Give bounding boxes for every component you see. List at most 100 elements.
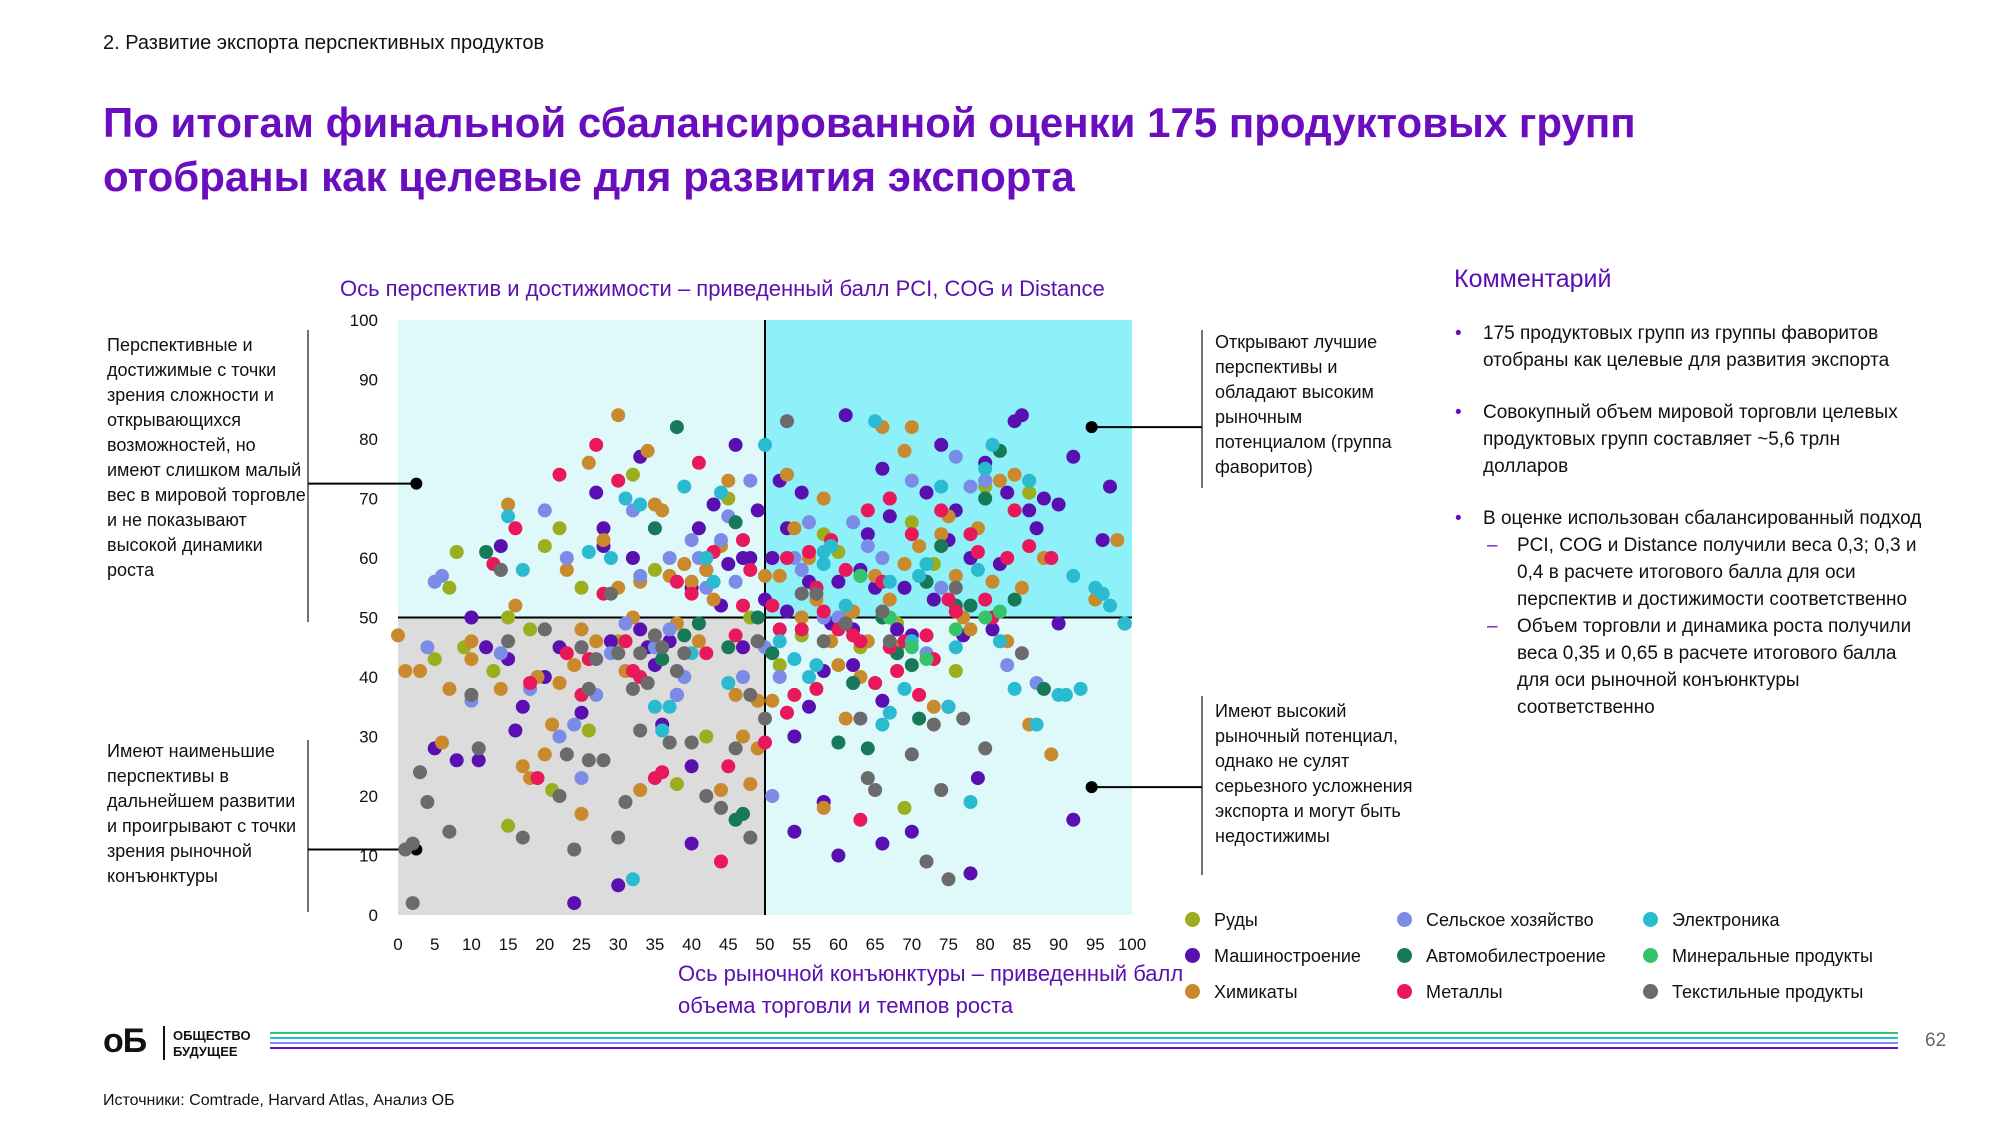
data-point [838,562,853,577]
data-point [853,711,868,726]
data-point [934,783,949,797]
data-point [1007,592,1022,607]
data-point [882,509,897,524]
data-point [589,485,604,500]
data-point [493,646,508,661]
legend-item: Электроника [1643,910,1779,931]
data-point [728,437,743,452]
data-point [794,562,809,577]
data-point [860,527,875,542]
data-point [765,551,780,565]
data-point [508,521,523,536]
data-point [581,723,596,738]
data-point [464,610,479,625]
data-point [838,711,853,726]
data-point [405,836,420,851]
data-point [736,640,750,655]
data-point [515,699,530,714]
data-point [772,622,787,637]
x-tick-label: 65 [866,935,885,954]
logo-line-1: ОБЩЕСТВО [173,1028,251,1043]
data-point [1051,497,1066,512]
x-tick-label: 90 [1049,935,1068,954]
legend-item: Руды [1185,910,1258,931]
data-point [934,527,949,542]
data-point [985,622,1000,637]
data-point [567,658,582,673]
data-point [1022,539,1037,554]
data-point [405,896,420,911]
data-point [963,866,978,881]
data-point [596,753,611,768]
data-point [442,580,457,595]
data-point [1051,616,1066,631]
data-point [611,408,626,423]
data-point [471,741,486,756]
footer-line [270,1042,1898,1044]
data-point [868,676,883,690]
data-point [633,723,648,738]
y-tick-label: 60 [359,549,378,568]
data-point [780,551,794,565]
data-point [714,800,728,815]
data-point [662,735,677,750]
commentary-item: • 175 продуктовых групп из группы фаворит… [1455,320,1925,374]
x-axis-title: Ось рыночной конъюнктуры – приведенный б… [678,961,1184,1018]
data-point [574,806,589,821]
data-point [1044,551,1059,565]
data-point [1014,408,1029,423]
data-point [919,628,934,643]
data-point [904,824,919,839]
data-point [1110,533,1125,548]
data-point [1029,521,1044,536]
data-point [772,658,787,673]
data-point [545,717,560,732]
commentary-item: • Совокупный объем мировой торговли целев… [1455,399,1925,480]
data-point [567,842,582,857]
data-point [780,414,794,429]
data-point [618,795,633,809]
data-point [860,503,875,518]
data-point [948,604,963,619]
data-point [515,562,530,577]
data-point [596,521,611,536]
data-point [809,681,824,696]
data-point [611,878,626,893]
legend-dot-icon [1185,911,1200,927]
commentary-list: • 175 продуктовых групп из группы фаворит… [1455,320,1925,721]
data-point [948,580,963,595]
legend-dot-icon [1185,947,1200,963]
data-point [992,604,1007,619]
legend-dot-icon [1397,911,1412,927]
legend-item: Машиностроение [1185,946,1361,967]
data-point [919,652,934,667]
y-tick-label: 30 [359,728,378,747]
y-tick-label: 100 [350,311,378,330]
data-point [714,854,728,869]
data-point [875,717,890,732]
data-point [750,610,765,625]
data-point [552,729,567,744]
data-point [948,449,963,464]
data-point [875,551,890,565]
data-point [618,616,633,631]
bullet-dot-icon: • [1455,402,1462,423]
data-point [934,539,949,554]
note-bottom-right: Имеют высокий рыночный потенциал, однако… [1215,701,1413,846]
data-point [721,557,736,571]
data-point [559,747,574,762]
data-point [589,652,604,667]
data-point [625,872,640,887]
legend-dot-icon [1397,947,1412,963]
data-point [625,551,640,565]
data-point [581,753,596,768]
pointer-marker [1085,781,1098,794]
data-point [442,681,457,696]
data-point [508,598,523,613]
data-point [464,652,479,667]
data-point [1036,491,1051,506]
data-point [978,610,993,625]
y-tick-label: 90 [359,371,378,390]
data-point [758,735,772,750]
data-point [596,533,611,548]
